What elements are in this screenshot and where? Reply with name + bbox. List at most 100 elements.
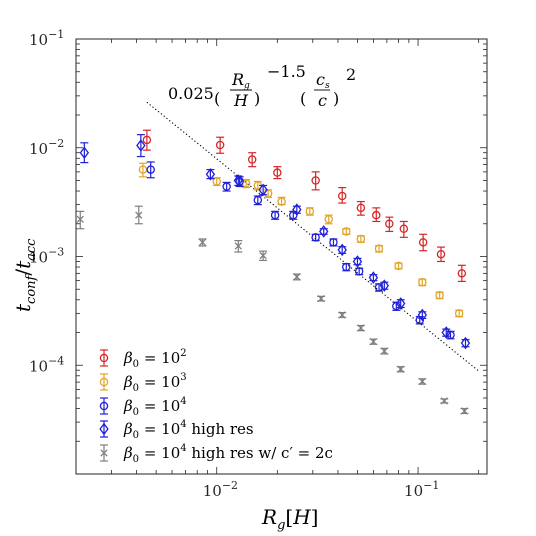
legend-marker: [100, 444, 108, 462]
series-1: [142, 129, 467, 283]
data-point: [146, 165, 155, 174]
annotation-power2: 2: [346, 65, 356, 84]
data-point: [418, 238, 428, 247]
data-point: [392, 301, 401, 311]
data-point: [277, 197, 286, 206]
data-point: [454, 309, 464, 318]
data-point: [436, 249, 446, 259]
data-point: [136, 139, 146, 152]
data-point: [357, 324, 365, 332]
data-point: [435, 291, 444, 300]
legend-item: β0 = 103: [99, 372, 187, 394]
annotation-paren-close-1: ): [254, 89, 260, 108]
legend-item: β0 = 104: [99, 396, 187, 418]
y-tick-label: 10−4: [29, 354, 64, 375]
legend-item: β0 = 102: [99, 348, 187, 370]
data-point: [418, 377, 426, 386]
data-point: [259, 251, 267, 260]
data-point: [372, 210, 381, 220]
x-tick-label: 10−1: [404, 479, 439, 500]
legend-symbol: [100, 449, 108, 457]
annotation-paren-close-2: ): [333, 89, 339, 108]
data-point: [337, 243, 347, 257]
data-point: [397, 365, 405, 373]
data-point: [311, 233, 320, 242]
data-point: [418, 277, 427, 287]
annotation-paren-open-1: (: [214, 89, 220, 108]
fit-line-layer: [146, 101, 480, 372]
annotation-paren-open-2: (: [300, 89, 306, 108]
data-point: [305, 207, 315, 216]
legend-label: β0 = 104: [123, 396, 187, 418]
data-point: [135, 211, 143, 219]
data-point: [79, 146, 90, 160]
data-point: [460, 407, 469, 415]
data-point: [385, 219, 394, 229]
data-point: [311, 176, 320, 185]
plot-area: 10−2 10−1 10−1 10−2 10−3 10−4: [29, 28, 488, 500]
legend-symbol: [99, 353, 109, 363]
data-point: [293, 273, 301, 281]
data-point: [212, 177, 221, 186]
data-point: [446, 330, 455, 340]
data-point: [379, 279, 390, 292]
legend-item: β0 = 104 high res: [99, 419, 254, 441]
data-point: [441, 326, 451, 339]
data-point: [399, 224, 409, 233]
data-point: [234, 242, 242, 250]
data-point: [342, 262, 351, 272]
legend-symbol: [99, 422, 109, 436]
annotation-den1: H: [233, 91, 249, 110]
data-point: [324, 215, 333, 224]
data-point: [342, 227, 351, 236]
data-point: [142, 135, 152, 145]
x-axis-label: Rg[H]: [261, 505, 318, 533]
data-point: [198, 238, 207, 246]
legend-marker: [99, 420, 109, 438]
annotation-coef: 0.025: [168, 84, 214, 103]
data-point: [417, 308, 428, 322]
legend-marker: [99, 397, 109, 415]
plot-background: [76, 39, 487, 474]
annotation-num2: cs: [316, 70, 330, 91]
data-point: [440, 397, 448, 405]
data-point: [380, 347, 388, 355]
data-point: [369, 337, 378, 346]
data-point: [329, 238, 338, 247]
data-point: [356, 234, 366, 244]
series-5: [76, 205, 469, 415]
y-axis-label: tconf/tacc: [11, 238, 39, 312]
data-point: [352, 255, 363, 268]
data-point: [292, 203, 302, 216]
annotation: 0.025 ( Rg H ) −1.5 ( cs c ) 2: [168, 62, 356, 110]
series-2: [138, 162, 464, 318]
data-point: [233, 174, 244, 187]
data-point: [395, 297, 406, 310]
legend-label: β0 = 104 high res: [123, 419, 254, 441]
annotation-power1: −1.5: [267, 62, 306, 81]
legend-marker: [99, 349, 109, 367]
data-point: [368, 271, 379, 284]
legend-label: β0 = 103: [123, 372, 187, 394]
y-tick-label: 10−1: [29, 28, 64, 49]
data-point: [215, 140, 225, 150]
data-point: [317, 294, 325, 303]
legend-marker: [99, 373, 109, 391]
y-tick-label: 10−2: [29, 137, 64, 158]
data-point: [374, 283, 384, 292]
legend-symbol: [99, 401, 109, 411]
data-point: [222, 182, 231, 191]
x-tick-label: 10−2: [203, 479, 238, 500]
data-point: [374, 244, 384, 253]
data-point: [205, 168, 216, 181]
legend-item: β0 = 104 high res w/ c′ = 2c: [100, 443, 333, 465]
series-4: [79, 134, 471, 350]
data-point: [337, 191, 347, 201]
data-point: [247, 155, 257, 164]
legend-label: β0 = 102: [123, 348, 187, 370]
data-point: [460, 336, 471, 350]
data-point: [338, 311, 346, 319]
y-tick-label: 10−3: [29, 246, 64, 267]
data-point: [457, 269, 467, 278]
